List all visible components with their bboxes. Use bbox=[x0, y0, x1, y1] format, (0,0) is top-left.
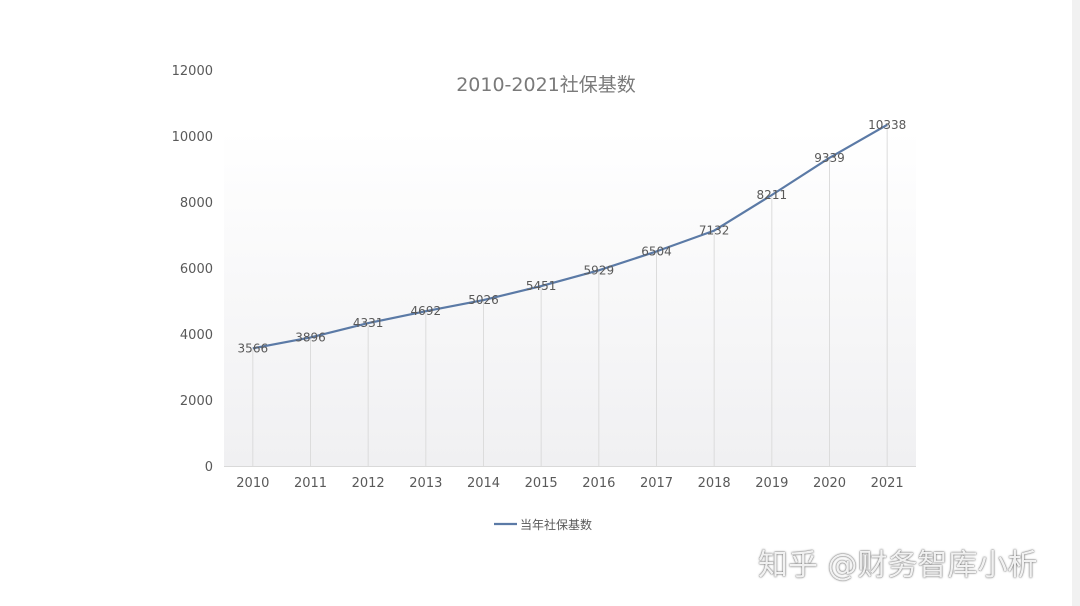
y-tick-label: 4000 bbox=[180, 328, 213, 343]
x-tick-label: 2011 bbox=[294, 476, 327, 491]
drop-lines bbox=[252, 124, 888, 466]
data-label: 9339 bbox=[814, 151, 845, 165]
data-label: 6504 bbox=[641, 244, 672, 258]
x-tick-label: 2015 bbox=[525, 476, 558, 491]
legend-label: 当年社保基数 bbox=[520, 517, 592, 532]
y-tick-label: 12000 bbox=[172, 64, 213, 79]
series-line bbox=[252, 123, 888, 350]
x-tick-label: 2016 bbox=[582, 476, 615, 491]
x-tick-label: 2021 bbox=[871, 476, 904, 491]
right-edge-strip bbox=[1072, 0, 1080, 606]
x-tick-label: 2019 bbox=[755, 476, 788, 491]
x-tick-label: 2020 bbox=[813, 476, 846, 491]
data-label: 7132 bbox=[699, 224, 730, 238]
data-label: 4331 bbox=[353, 316, 384, 330]
x-tick-label: 2017 bbox=[640, 476, 673, 491]
data-label: 10338 bbox=[868, 118, 906, 132]
x-tick-label: 2010 bbox=[236, 476, 269, 491]
x-tick-label: 2013 bbox=[409, 476, 442, 491]
data-label: 4692 bbox=[411, 304, 442, 318]
y-tick-label: 0 bbox=[205, 460, 213, 475]
y-axis: 0 2000 4000 6000 8000 10000 12000 bbox=[172, 64, 213, 475]
data-labels: 3566 3896 4331 4692 5026 5451 5929 6504 7132 8211… bbox=[238, 118, 907, 355]
y-tick-label: 10000 bbox=[172, 130, 213, 145]
chart-title: 2010-2021社保基数 bbox=[456, 74, 636, 96]
x-tick-label: 2012 bbox=[352, 476, 385, 491]
x-tick-label: 2018 bbox=[698, 476, 731, 491]
y-tick-label: 2000 bbox=[180, 394, 213, 409]
y-tick-label: 8000 bbox=[180, 196, 213, 211]
watermark: 知乎 @财务智库小析 bbox=[758, 548, 1038, 583]
plot-area bbox=[224, 130, 916, 466]
data-label: 5451 bbox=[526, 279, 557, 293]
y-tick-label: 6000 bbox=[180, 262, 213, 277]
data-label: 3566 bbox=[238, 341, 269, 355]
data-label: 5026 bbox=[468, 293, 499, 307]
legend: 当年社保基数 bbox=[494, 517, 592, 532]
x-axis: 2010 2011 2012 2013 2014 2015 2016 2017 2018 2019… bbox=[236, 476, 903, 491]
x-tick-label: 2014 bbox=[467, 476, 500, 491]
data-label: 5929 bbox=[584, 263, 615, 277]
data-label: 3896 bbox=[295, 330, 326, 344]
data-label: 8211 bbox=[757, 188, 788, 202]
